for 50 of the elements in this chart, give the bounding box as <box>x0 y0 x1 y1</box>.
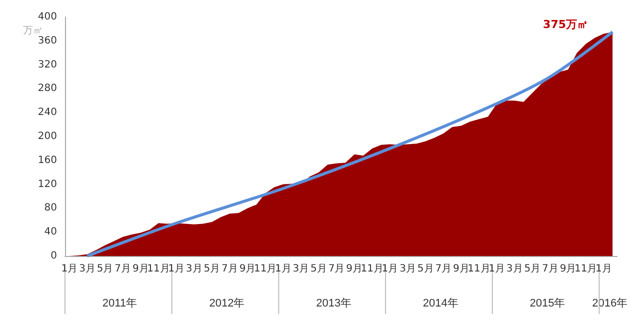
y-tick-label: 0 <box>50 250 57 262</box>
x-tick-label: 1月 <box>168 264 184 274</box>
x-tick-label: 3月 <box>186 264 202 274</box>
y-tick-label: 320 <box>38 59 57 70</box>
text: 2015年 <box>530 298 566 310</box>
x-tick-label: 3月 <box>506 264 523 274</box>
x-tick-label: 9月 <box>560 264 576 274</box>
x-tick-label: 11月 <box>147 264 170 274</box>
x-tick-label: 11月 <box>574 264 598 274</box>
x-tick-label: 9月 <box>453 264 470 274</box>
x-tick-label: 3月 <box>400 264 416 274</box>
text: 2012年 <box>209 298 245 310</box>
x-tick-label: 11月 <box>468 264 490 274</box>
x-tick-label: 1月 <box>61 264 78 274</box>
x-tick-label: 3月 <box>79 264 96 274</box>
y-axis-title: 万㎡ <box>23 26 43 36</box>
y-tick-label: 40 <box>44 226 57 238</box>
x-tick-label: 3月 <box>292 264 310 274</box>
y-tick-label: 120 <box>38 178 57 190</box>
x-tick-label: 5月 <box>204 264 220 274</box>
x-tick-label: 1月 <box>382 264 398 274</box>
y-tick-label: 200 <box>38 131 57 142</box>
x-tick-label: 5月 <box>417 264 434 274</box>
x-tick-label: 9月 <box>346 264 363 274</box>
x-tick-label: 7月 <box>114 264 132 274</box>
x-tick-label: 7月 <box>435 264 452 274</box>
x-tick-label: 11月 <box>254 264 277 274</box>
text: 2016年 <box>592 298 628 310</box>
x-tick-label: 7月 <box>222 264 238 274</box>
x-tick-label: 9月 <box>132 264 149 274</box>
x-tick-label: 5月 <box>310 264 327 274</box>
x-tick-label: 11月 <box>360 264 384 274</box>
y-tick-label: 240 <box>38 107 57 118</box>
x-tick-label: 5月 <box>96 264 114 274</box>
text: 2011年 <box>102 298 138 310</box>
y-tick-label: 400 <box>38 12 57 22</box>
annotation: 375万㎡ <box>543 18 588 31</box>
y-tick-label: 360 <box>38 35 57 46</box>
x-tick-label: 1月 <box>274 264 292 274</box>
text: 2013年 <box>316 298 352 310</box>
y-tick-label: 280 <box>38 83 57 94</box>
y-tick-label: 160 <box>38 154 57 166</box>
x-tick-label: 5月 <box>524 264 541 274</box>
text: 2014年 <box>422 298 458 310</box>
x-tick-label: 7月 <box>542 264 558 274</box>
x-tick-label: 1月 <box>595 264 612 274</box>
x-tick-label: 7月 <box>328 264 345 274</box>
x-tick-label: 1月 <box>488 264 505 274</box>
y-tick-label: 80 <box>44 202 57 214</box>
x-tick-label: 9月 <box>239 264 256 274</box>
